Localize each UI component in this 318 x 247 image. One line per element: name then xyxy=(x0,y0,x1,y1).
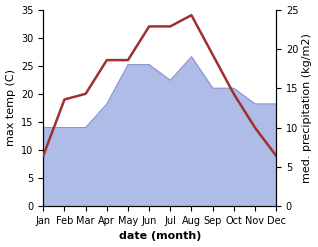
Y-axis label: med. precipitation (kg/m2): med. precipitation (kg/m2) xyxy=(302,33,313,183)
Y-axis label: max temp (C): max temp (C) xyxy=(5,69,16,146)
X-axis label: date (month): date (month) xyxy=(119,231,201,242)
